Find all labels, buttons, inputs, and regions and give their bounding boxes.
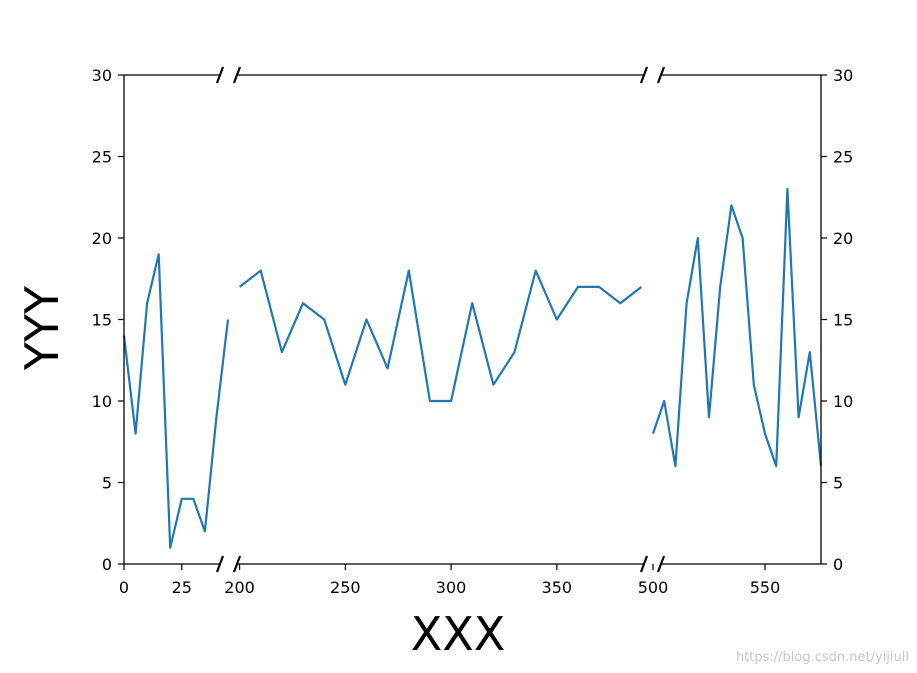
y-tick-label-right: 20 — [833, 229, 853, 248]
x-tick-label: 250 — [330, 578, 361, 597]
y-tick-label-right: 5 — [833, 474, 843, 493]
y-tick-label-left: 20 — [92, 229, 112, 248]
axis-break-marker — [656, 555, 666, 573]
y-tick-label-right: 25 — [833, 148, 853, 167]
y-tick-label-right: 15 — [833, 311, 853, 330]
axis-break-marker — [215, 555, 225, 573]
axis-break-marker — [232, 555, 242, 573]
y-axis-title: YYY — [15, 285, 69, 371]
x-tick-label: 0 — [119, 578, 129, 597]
axis-break-marker — [215, 66, 225, 84]
x-tick-label: 500 — [638, 578, 669, 597]
series-line-panel-2 — [238, 269, 643, 403]
x-tick-label: 200 — [224, 578, 255, 597]
y-tick-label-left: 5 — [102, 474, 112, 493]
watermark: https://blog.csdn.net/yijiull — [735, 650, 909, 665]
series-line-panel-1 — [122, 253, 230, 549]
y-tick-label-left: 15 — [92, 311, 112, 330]
axis-break-marker — [656, 66, 666, 84]
x-tick-label: 350 — [542, 578, 573, 597]
y-tick-label-right: 30 — [833, 66, 853, 85]
y-tick-label-left: 10 — [92, 392, 112, 411]
y-tick-label-right: 0 — [833, 555, 843, 574]
axis-break-marker — [639, 555, 649, 573]
x-tick-label: 300 — [436, 578, 467, 597]
y-tick-label-right: 10 — [833, 392, 853, 411]
y-tick-label-left: 30 — [92, 66, 112, 85]
y-tick-label-left: 0 — [102, 555, 112, 574]
y-tick-label-left: 25 — [92, 148, 112, 167]
axis-break-marker — [639, 66, 649, 84]
axis-break-marker — [232, 66, 242, 84]
series-line-panel-3 — [651, 188, 823, 468]
x-axis-title: XXX — [411, 607, 506, 661]
x-tick-label: 550 — [750, 578, 781, 597]
x-tick-label: 25 — [172, 578, 192, 597]
